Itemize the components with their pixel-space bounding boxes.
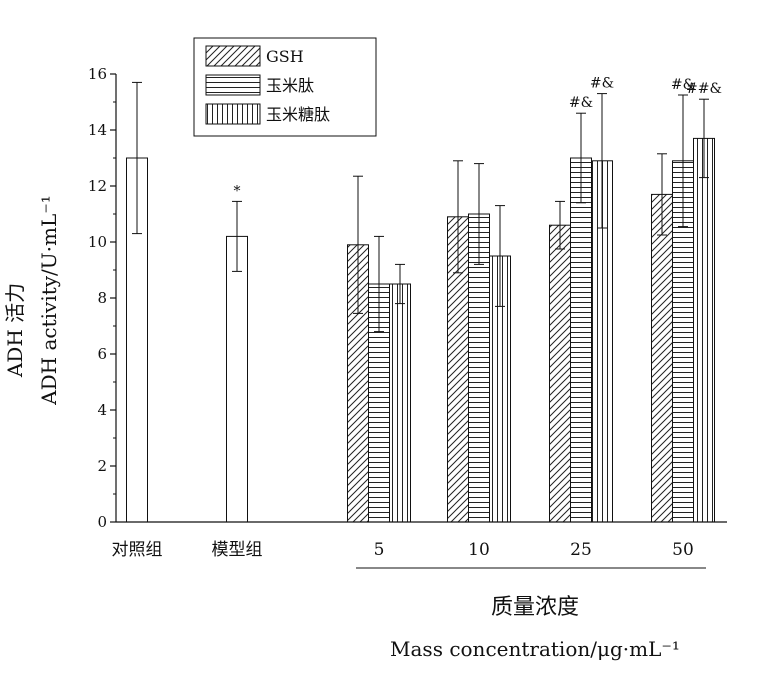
y-tick-label: 12 (88, 177, 107, 195)
legend-swatch (205, 45, 261, 67)
y-tick-label: 4 (97, 401, 107, 419)
category-label: 50 (672, 540, 694, 560)
category-label: 模型组 (212, 540, 263, 560)
category-labels: 对照组 模型组 5 10 25 50 (112, 540, 694, 560)
significance-label: #& (569, 95, 593, 111)
legend-swatch (205, 74, 261, 96)
y-axis-title-line2: ADH activity/U·mL⁻¹ (37, 195, 61, 406)
bar (651, 193, 673, 523)
category-label: 25 (570, 540, 592, 560)
legend-label: 玉米肽 (266, 76, 314, 95)
bar (570, 157, 592, 523)
bar (226, 235, 248, 523)
y-tick-label: 6 (97, 345, 107, 363)
x-axis-title-line2: Mass concentration/μg·mL⁻¹ (390, 637, 680, 661)
legend-label: GSH (266, 47, 304, 66)
category-label: 10 (468, 540, 490, 560)
category-label: 对照组 (112, 540, 163, 560)
significance-label: ##& (686, 81, 722, 97)
y-axis: 0 2 4 6 8 10 12 14 16 (88, 65, 117, 531)
bar (549, 224, 571, 523)
y-tick-label: 8 (97, 289, 107, 307)
bar (389, 283, 411, 523)
y-tick-label: 2 (97, 457, 107, 475)
legend-label: 玉米糖肽 (266, 105, 330, 124)
legend-swatch (205, 103, 261, 125)
y-axis-title-line1: ADH 活力 (3, 283, 27, 378)
y-tick-label: 14 (88, 121, 107, 139)
significance-label: #& (590, 76, 614, 92)
category-label: 5 (374, 540, 385, 560)
significance-label: * (234, 183, 241, 199)
y-tick-label: 10 (88, 233, 107, 251)
x-axis-title-line1: 质量浓度 (491, 595, 579, 620)
significance-label: #& (671, 77, 695, 93)
bars: *#&#& #&##& (116, 76, 727, 523)
y-tick-label: 0 (97, 513, 107, 531)
y-tick-label: 16 (88, 65, 107, 83)
bar (693, 137, 715, 523)
